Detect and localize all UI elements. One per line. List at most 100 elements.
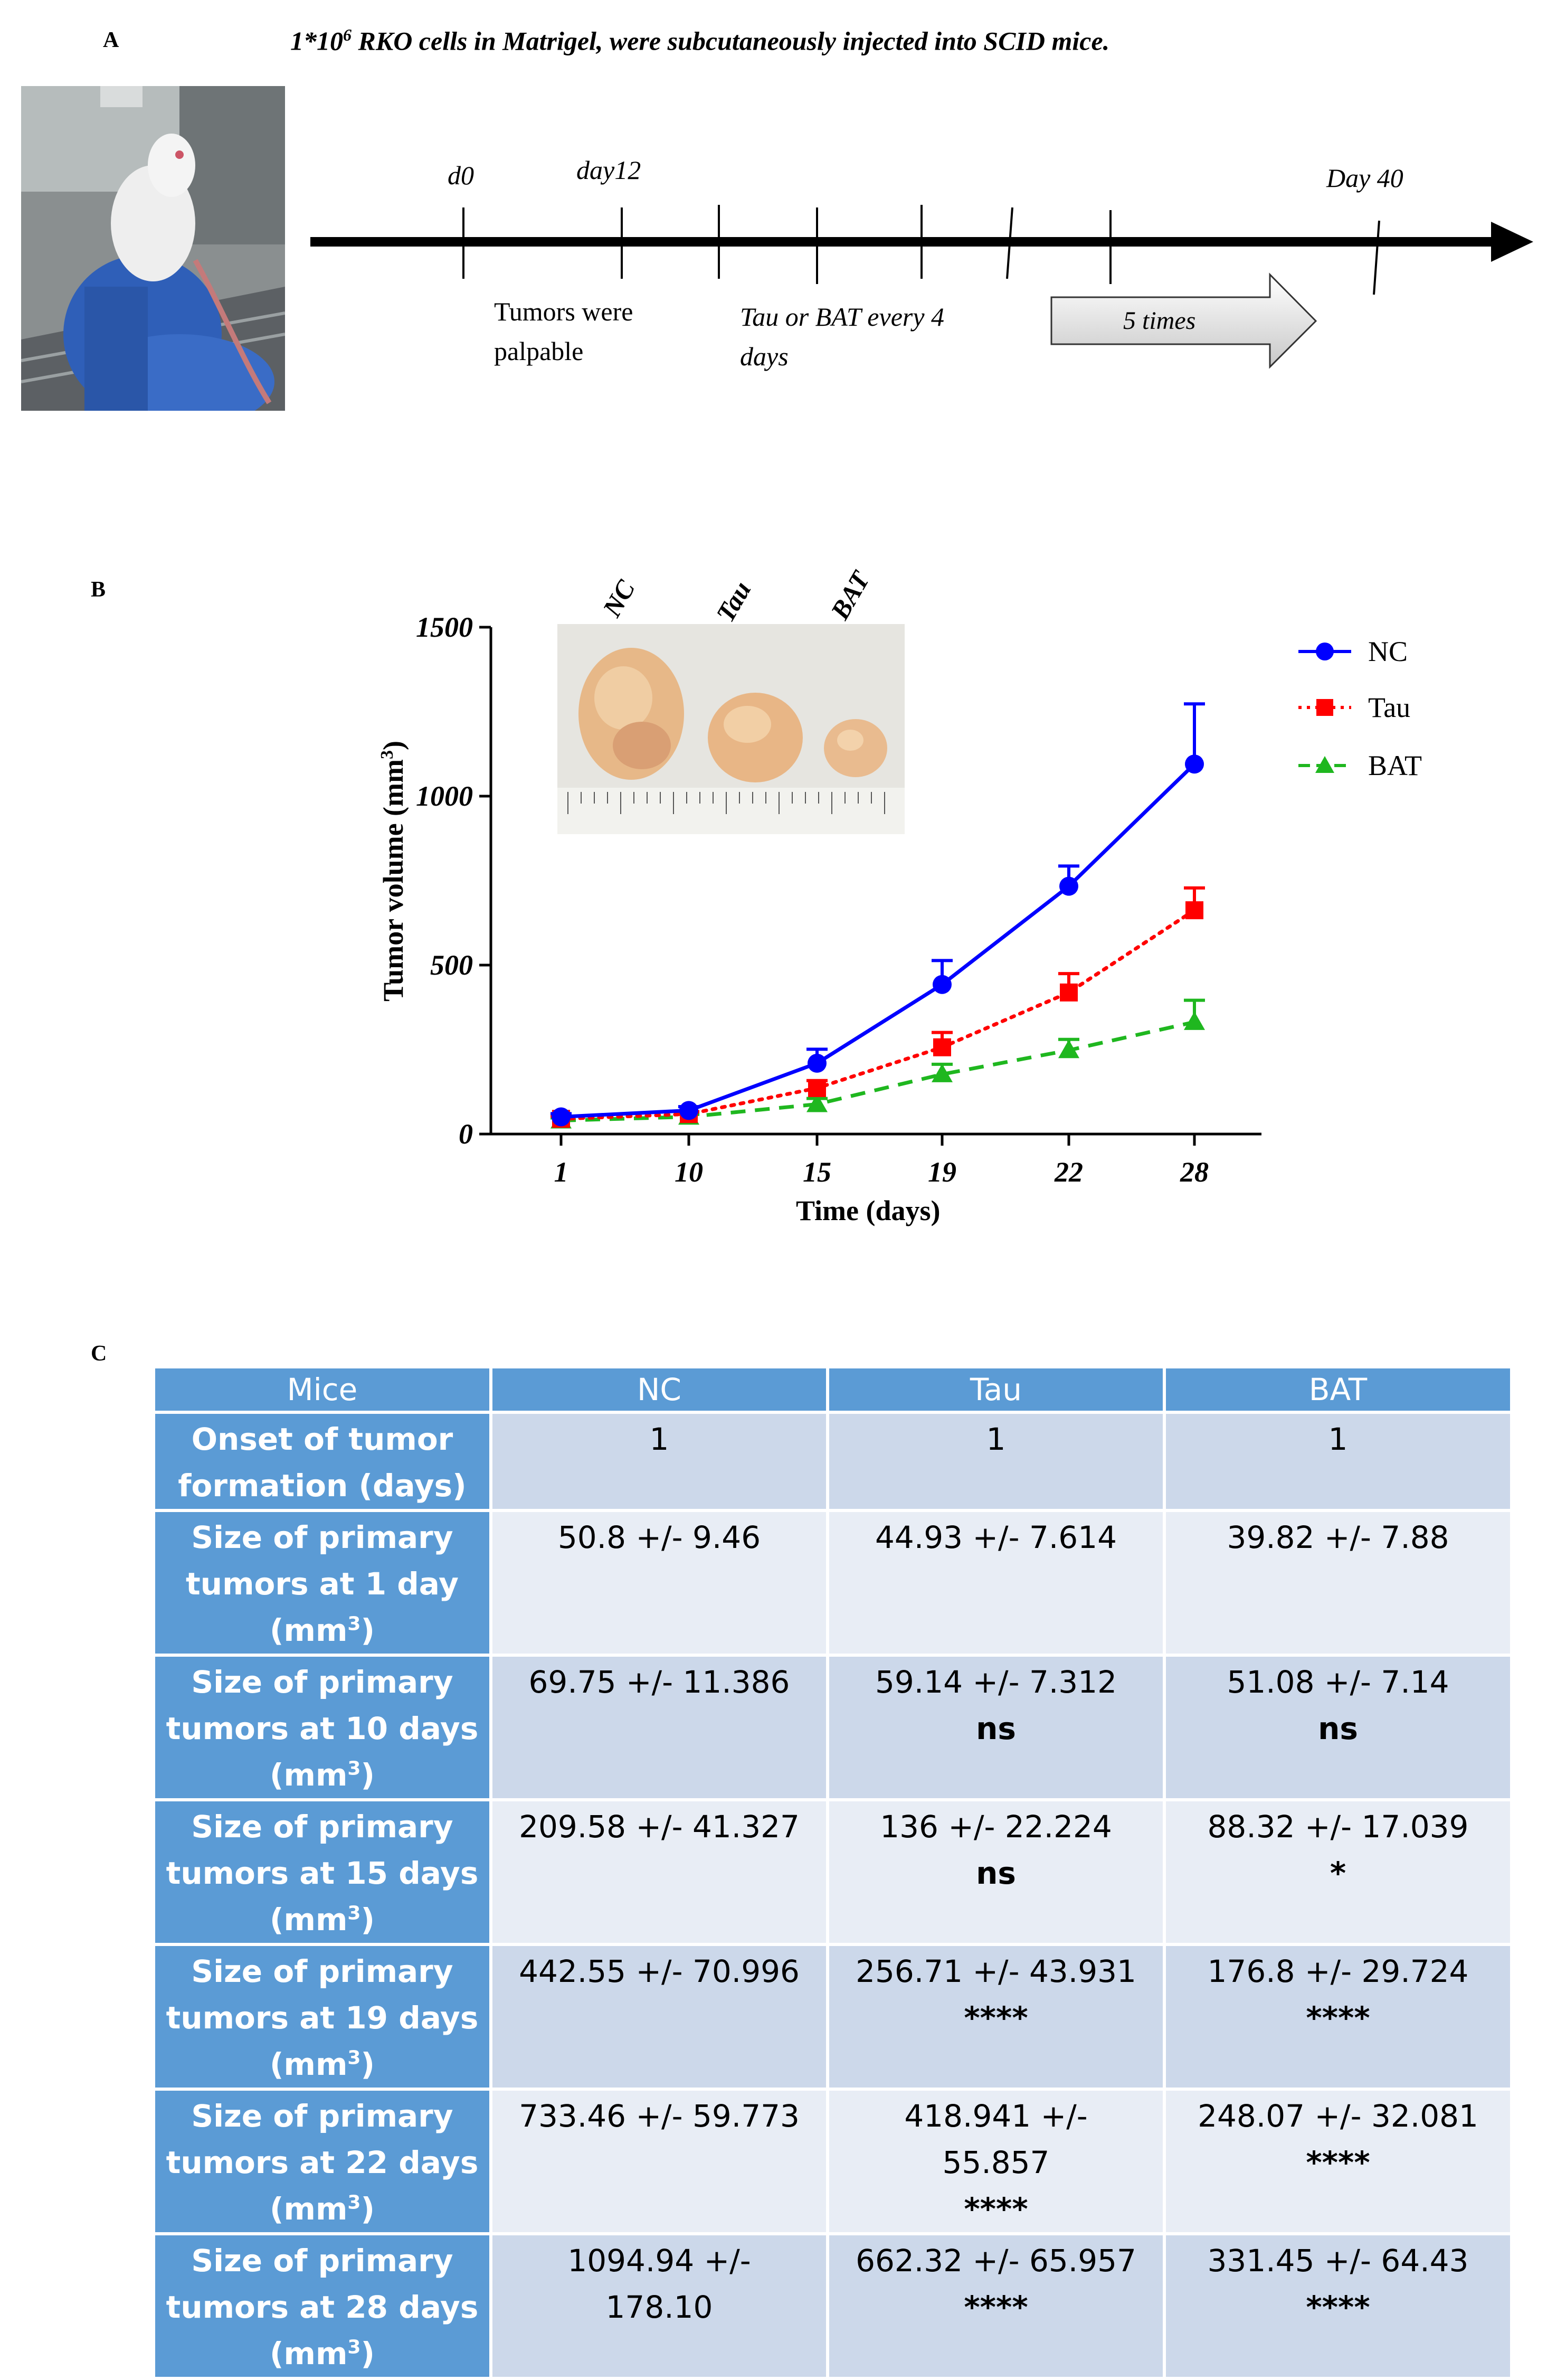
timeline-tick-day40	[1373, 220, 1380, 295]
bat-point	[1058, 1040, 1079, 1059]
x-tick-label-22: 22	[1054, 1156, 1083, 1188]
row-label-unit: (mm3)	[270, 1902, 375, 1938]
tau-value: 59.14 +/- 7.312	[875, 1664, 1117, 1700]
unit-superscript: 3	[347, 1613, 361, 1635]
tau-point	[1185, 901, 1203, 920]
panel-a-title: 1*106 RKO cells in Matrigel, were subcut…	[290, 25, 1110, 56]
nc-value: 50.8 +/- 9.46	[557, 1519, 761, 1555]
row-label-line: formation (days)	[178, 1468, 467, 1504]
tau-value-cell: 1	[829, 1414, 1163, 1509]
x-tick-label-1: 1	[554, 1156, 568, 1188]
row-label-line: Size of primary	[191, 1664, 453, 1700]
nc-value: 209.58 +/- 41.327	[519, 1809, 800, 1845]
legend-bat-marker	[1315, 756, 1334, 773]
tau-point	[1060, 983, 1078, 1002]
tau-series-line	[559, 908, 1197, 1121]
tau-significance: ****	[964, 2000, 1028, 2036]
nc-point	[552, 1107, 571, 1127]
unit-superscript: 3	[347, 2047, 361, 2069]
row-label: Size of primary tumors at 10 days (mm3)	[155, 1657, 489, 1798]
timeline-arrowhead	[1491, 222, 1533, 262]
row-label: Size of primary tumors at 19 days (mm3)	[155, 1946, 489, 2088]
nc-point	[1185, 754, 1204, 774]
bat-value: 248.07 +/- 32.081	[1198, 2098, 1478, 2134]
row-label-line: Size of primary	[191, 1809, 453, 1845]
bat-series-line	[561, 1020, 1195, 1123]
unit-superscript: 3	[347, 2336, 361, 2358]
row-label-unit: (mm3)	[270, 2191, 375, 2227]
tumor-size-table: Mice NC Tau BAT Onset of tumor formation …	[152, 1365, 1513, 2380]
row-label-line: Size of primary	[191, 1953, 453, 1989]
row-label-line: tumors at 28 days	[166, 2289, 479, 2325]
bat-value: 1	[1328, 1421, 1348, 1457]
repeat-label: 5 times	[1123, 307, 1196, 335]
bat-value-cell: 88.32 +/- 17.039 *	[1166, 1801, 1510, 1943]
row-label-line: tumors at 10 days	[166, 1711, 479, 1746]
timeline-label-day12: day12	[576, 155, 641, 185]
table-row: Onset of tumor formation (days) 1 1 1	[155, 1414, 1510, 1509]
row-label-line: tumors at 19 days	[166, 2000, 479, 2036]
y-tick-label-0: 0	[459, 1118, 473, 1150]
bat-value: 88.32 +/- 17.039	[1207, 1809, 1469, 1845]
header-mice: Mice	[155, 1368, 489, 1411]
tau-value: 256.71 +/- 43.931	[856, 1953, 1136, 1989]
x-tick-label-19: 19	[928, 1156, 956, 1188]
nc-value-cell: 1094.94 +/- 178.10	[492, 2235, 826, 2377]
tau-value-cell: 256.71 +/- 43.931 ****	[829, 1946, 1163, 2088]
nc-series-line	[561, 762, 1196, 1119]
unit-superscript: 3	[347, 1758, 361, 1780]
bat-value-cell: 51.08 +/- 7.14 ns	[1166, 1657, 1510, 1798]
row-label: Onset of tumor formation (days)	[155, 1414, 489, 1509]
panel-b-label: B	[91, 578, 106, 602]
row-label-unit: (mm3)	[270, 2046, 375, 2082]
row-label-unit: (mm3)	[270, 1612, 375, 1648]
bat-value-cell: 1	[1166, 1414, 1510, 1509]
bat-value-cell: 331.45 +/- 64.43 ****	[1166, 2235, 1510, 2377]
row-label-line: tumors at 15 days	[166, 1855, 479, 1891]
bat-point	[806, 1093, 828, 1112]
nc-value: 733.46 +/- 59.773	[519, 2098, 800, 2134]
table-row: Size of primary tumors at 22 days (mm3) 733…	[155, 2091, 1510, 2232]
row-label-line: Onset of tumor	[191, 1421, 453, 1457]
nc-value: 69.75 +/- 11.386	[528, 1664, 790, 1700]
bat-significance: ****	[1306, 2000, 1370, 2036]
legend-nc-marker	[1316, 643, 1334, 660]
row-label: Size of primary tumors at 15 days (mm3)	[155, 1801, 489, 1943]
timeline-tick	[1006, 207, 1013, 279]
x-tick-label-28: 28	[1180, 1156, 1209, 1188]
x-axis-title: Time (days)	[796, 1195, 941, 1226]
row-label-line: tumors at 1 day	[186, 1566, 459, 1602]
nc-value-cell: 1	[492, 1414, 826, 1509]
bat-significance: ns	[1318, 1711, 1358, 1746]
tau-value-cell: 44.93 +/- 7.614	[829, 1512, 1163, 1654]
tumor-photo	[557, 624, 905, 834]
row-label-line: Size of primary	[191, 1519, 453, 1555]
nc-value-cell: 69.75 +/- 11.386	[492, 1657, 826, 1798]
nc-value: 1	[649, 1421, 669, 1457]
treatment-note: Tau or BAT every 4 days	[740, 302, 945, 371]
table-row: Size of primary tumors at 28 days (mm3) 109…	[155, 2235, 1510, 2377]
bat-point	[1184, 1011, 1205, 1030]
x-tick-label-15: 15	[803, 1156, 831, 1188]
bat-significance: *	[1330, 1855, 1346, 1891]
table-row: Size of primary tumors at 19 days (mm3) 442…	[155, 1946, 1510, 2088]
y-tick-label-1500: 1500	[416, 611, 473, 643]
mouse-photo	[21, 86, 285, 411]
tau-significance: ns	[976, 1855, 1016, 1891]
y-tick-label-500: 500	[430, 949, 473, 981]
nc-point	[933, 975, 952, 994]
timeline-label-d0: d0	[448, 160, 474, 190]
tau-value: 55.857	[942, 2145, 1050, 2180]
mouse-photo-image	[21, 86, 285, 411]
tau-significance: ****	[964, 2289, 1028, 2325]
tumor-photo-image	[557, 624, 905, 834]
bat-value-cell: 39.82 +/- 7.88	[1166, 1512, 1510, 1654]
legend-bat-label: BAT	[1368, 750, 1422, 781]
tau-value: 136 +/- 22.224	[880, 1809, 1112, 1845]
repeat-arrow	[1050, 272, 1317, 369]
row-label: Size of primary tumors at 28 days (mm3)	[155, 2235, 489, 2377]
tau-point	[808, 1079, 826, 1097]
row-label: Size of primary tumors at 1 day (mm3)	[155, 1512, 489, 1654]
tau-significance: ****	[964, 2191, 1028, 2227]
unit-superscript: 3	[347, 1902, 361, 1924]
